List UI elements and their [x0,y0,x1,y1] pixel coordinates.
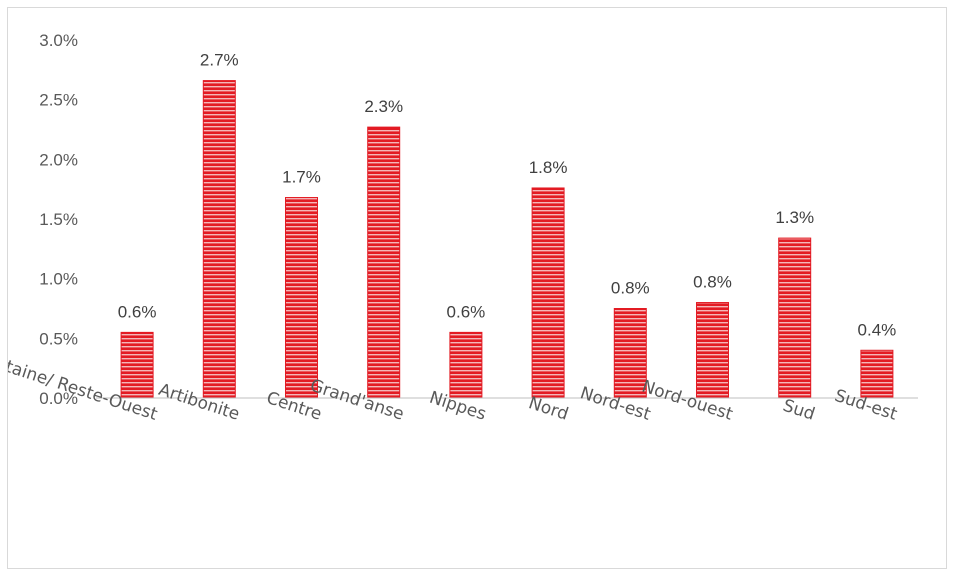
data-label: 0.8% [693,273,732,292]
data-label: 0.4% [858,320,897,339]
data-labels: 0.6% 2.7% 1.7% 2.3% 0.6% 1.8% 0.8% 0.8% 1.3% 0.4% [118,51,897,340]
y-tick-label: 2.0% [39,150,78,169]
data-label: 0.6% [118,302,157,321]
y-tick-label: 1.0% [39,270,78,289]
y-tick-label: 3.0% [39,31,78,50]
data-label: 1.3% [775,208,814,227]
bar [778,237,812,399]
bar [449,331,483,399]
category-label: Sud [780,396,817,425]
data-label: 2.3% [364,97,403,116]
data-label: 0.8% [611,279,650,298]
data-label: 0.6% [447,302,486,321]
chart-frame: 0.0% 0.5% 1.0% 1.5% 2.0% 2.5% 3.0% 0.6% 2.7% 1.7… [7,7,947,569]
data-label: 1.7% [282,168,321,187]
bar [860,349,894,399]
y-tick-label: 1.5% [39,210,78,229]
bar [613,308,647,399]
bar [367,126,401,399]
data-label: 1.8% [529,158,568,177]
bar [531,187,565,399]
bar [696,302,729,399]
bars [120,80,894,399]
y-tick-label: 0.0% [39,389,78,408]
bar-chart: 0.0% 0.5% 1.0% 1.5% 2.0% 2.5% 3.0% 0.6% 2.7% 1.7… [8,31,918,425]
bar [285,197,318,399]
data-label: 2.7% [200,51,239,70]
bar [120,331,154,399]
y-tick-label: 0.5% [39,329,78,348]
y-tick-label: 2.5% [39,91,78,110]
bar [202,80,236,399]
y-axis-ticks: 0.0% 0.5% 1.0% 1.5% 2.0% 2.5% 3.0% [39,31,78,408]
